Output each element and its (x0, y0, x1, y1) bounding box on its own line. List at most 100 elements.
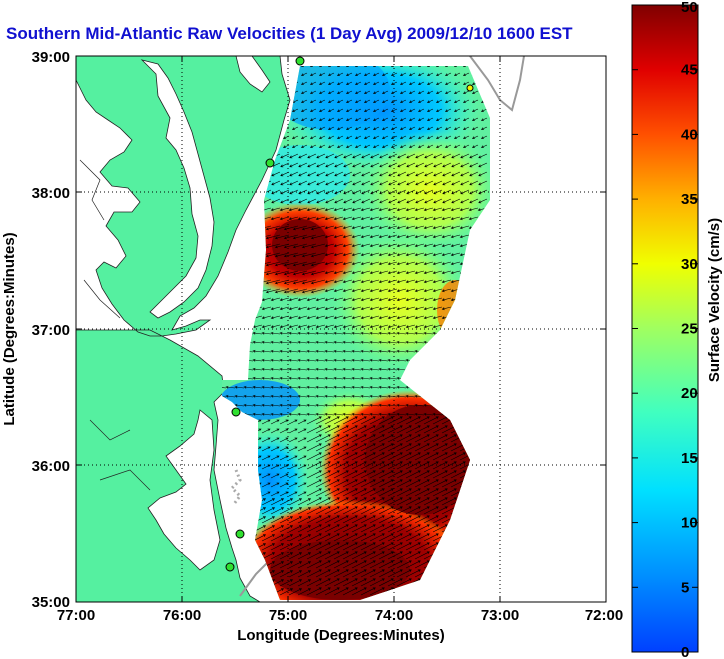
velocity-arrow (324, 331, 335, 335)
velocity-arrow (274, 252, 290, 258)
velocity-arrow (360, 443, 376, 452)
velocity-arrow (351, 461, 367, 470)
velocity-arrow (432, 234, 443, 239)
velocity-arrow (325, 189, 335, 195)
velocity-arrow (369, 434, 385, 443)
velocity-arrow (292, 243, 308, 249)
velocity-arrow (396, 349, 407, 353)
velocity-arrow (324, 252, 335, 257)
radar-site-marker[interactable] (265, 158, 275, 168)
velocity-arrow (450, 243, 461, 248)
velocity-arrow (324, 515, 340, 524)
velocity-arrow (471, 135, 479, 139)
velocity-arrow (363, 135, 371, 139)
velocity-arrow (405, 279, 416, 284)
velocity-arrow (381, 72, 389, 76)
velocity-arrow (406, 198, 416, 204)
velocity-arrow (333, 331, 344, 335)
velocity-arrow (354, 126, 362, 130)
velocity-arrow (417, 108, 425, 112)
velocity-arrow (342, 279, 353, 284)
velocity-arrow (270, 464, 280, 470)
velocity-arrow (405, 270, 416, 275)
velocity-arrow (234, 403, 245, 407)
velocity-arrow (300, 135, 308, 139)
velocity-arrow (345, 108, 353, 112)
velocity-arrow (292, 252, 308, 258)
velocity-arrow (417, 99, 425, 103)
velocity-arrow (388, 153, 398, 159)
velocity-arrow (310, 288, 326, 294)
velocity-arrow (342, 261, 353, 266)
buoy-marker[interactable] (466, 84, 474, 92)
velocity-arrow (324, 261, 335, 266)
velocity-arrow (405, 349, 416, 353)
x-tick-label: 77:00 (57, 607, 95, 624)
velocity-arrow (297, 507, 312, 515)
velocity-arrow (435, 81, 443, 85)
velocity-arrow (414, 306, 425, 311)
velocity-arrow (309, 108, 317, 112)
velocity-arrow (399, 72, 407, 76)
velocity-arrow (334, 189, 344, 195)
velocity-arrow (288, 561, 303, 569)
velocity-arrow (351, 506, 367, 515)
velocity-arrow (318, 108, 326, 112)
velocity-arrow (342, 551, 358, 560)
velocity-arrow (333, 234, 344, 239)
velocity-arrow (381, 81, 389, 85)
velocity-arrow (370, 171, 380, 177)
velocity-arrow (414, 243, 425, 248)
velocity-arrow (405, 443, 421, 452)
velocity-arrow (297, 394, 308, 398)
velocity-arrow (351, 551, 367, 560)
radar-site-marker[interactable] (231, 407, 241, 417)
velocity-arrow (297, 216, 308, 221)
velocity-arrow (360, 569, 376, 578)
velocity-arrow (478, 180, 488, 186)
velocity-arrow (333, 306, 344, 311)
velocity-arrow (300, 99, 308, 103)
velocity-arrow (306, 331, 317, 335)
velocity-arrow (361, 180, 371, 186)
velocity-arrow (288, 419, 298, 425)
velocity-arrow (471, 90, 479, 94)
velocity-arrow (336, 108, 344, 112)
velocity-arrow (279, 376, 290, 380)
radar-site-marker[interactable] (225, 562, 235, 572)
shelf-contour-north (469, 56, 525, 112)
radar-site-marker[interactable] (295, 56, 305, 66)
delaware-bay (235, 56, 271, 93)
velocity-arrow (283, 270, 299, 276)
velocity-arrow (387, 270, 398, 275)
velocity-arrow (297, 419, 307, 425)
velocity-arrow (405, 551, 421, 560)
velocity-arrow (351, 207, 362, 212)
velocity-arrow (324, 243, 335, 248)
velocity-arrow (288, 315, 299, 320)
velocity-arrow (441, 270, 452, 275)
velocity-arrow (453, 126, 461, 130)
velocity-arrow (423, 403, 434, 407)
velocity-arrow (363, 81, 371, 85)
velocity-arrow (462, 90, 470, 94)
velocity-arrow (288, 428, 298, 434)
velocity-arrow (396, 297, 407, 302)
velocity-arrow (333, 425, 349, 434)
velocity-arrow (274, 243, 290, 249)
velocity-arrow (315, 470, 331, 479)
velocity-arrow (324, 425, 340, 434)
velocity-arrow (444, 90, 452, 94)
velocity-arrow (352, 171, 362, 177)
velocity-arrow (387, 524, 403, 533)
velocity-arrow (288, 516, 303, 524)
velocity-arrow (306, 349, 317, 353)
velocity-arrow (361, 162, 371, 168)
velocity-arrow (261, 331, 272, 335)
velocity-arrow (324, 488, 340, 497)
radar-site-marker[interactable] (235, 529, 245, 539)
velocity-arrow (292, 270, 308, 276)
velocity-arrow (261, 437, 271, 443)
velocity-arrow (408, 117, 416, 121)
velocity-arrow (261, 297, 272, 302)
